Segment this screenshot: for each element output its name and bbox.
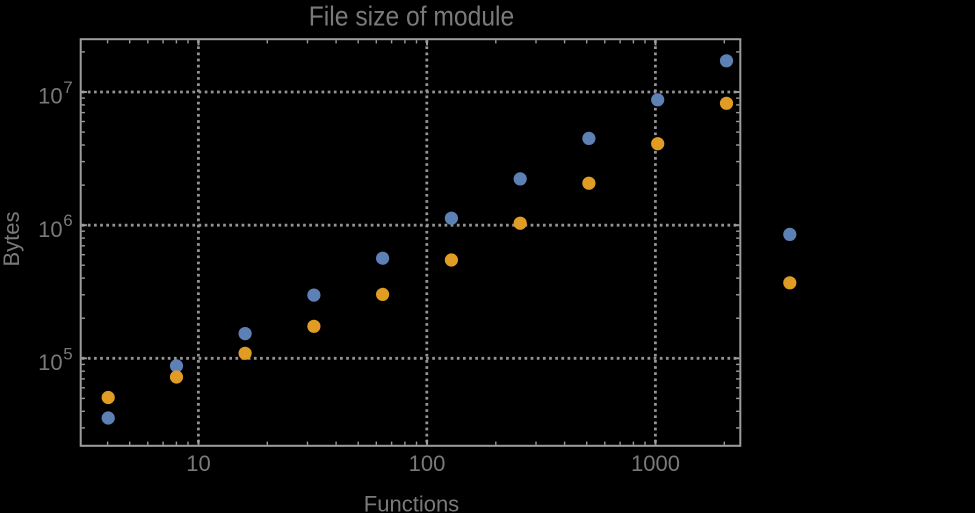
svg-text:10: 10 [38, 350, 62, 375]
svg-text:100: 100 [409, 451, 446, 476]
svg-text:10: 10 [186, 451, 210, 476]
svg-text:Functions: Functions [364, 492, 459, 513]
svg-text:Bytes: Bytes [0, 211, 24, 266]
svg-text:1000: 1000 [631, 451, 680, 476]
svg-text:5: 5 [63, 344, 72, 363]
svg-text:10: 10 [38, 84, 62, 109]
svg-text:10: 10 [38, 217, 62, 242]
svg-text:6: 6 [63, 211, 72, 230]
svg-text:7: 7 [63, 78, 72, 97]
svg-text:File size of module: File size of module [309, 1, 515, 32]
